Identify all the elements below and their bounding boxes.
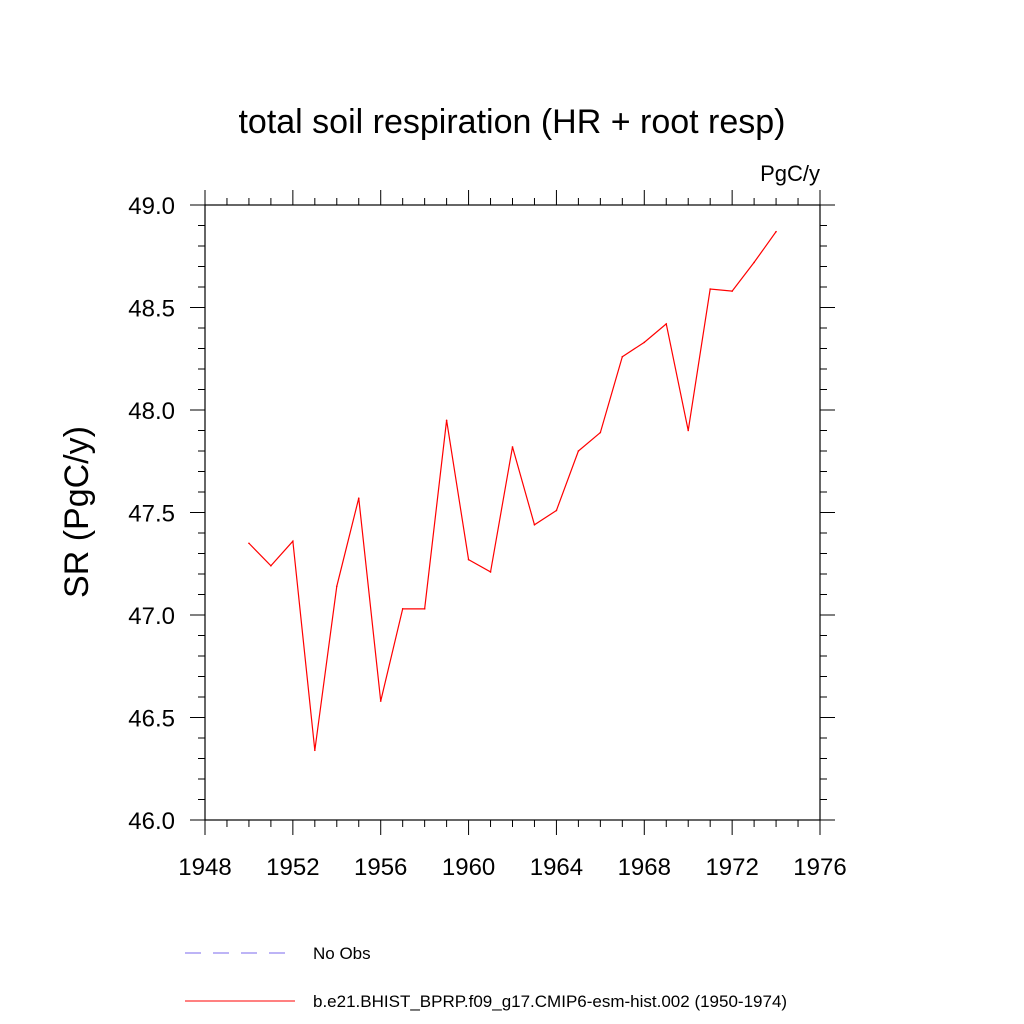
data-point: [270, 565, 272, 567]
data-point: [533, 524, 536, 526]
y-tick-label: 49.0: [128, 193, 175, 220]
data-point: [423, 608, 426, 610]
data-point: [401, 608, 404, 610]
y-axis-label: SR (PgC/y): [58, 426, 96, 598]
data-point: [248, 542, 250, 545]
y-tick-label: 47.0: [128, 603, 175, 630]
axis-tick-labels: 1948 1952 1956 1960 1964 1968 1972 1976 46.0 46.5…: [128, 193, 846, 881]
units-label: PgC/y: [760, 161, 820, 186]
y-tick-label: 46.0: [128, 808, 175, 835]
chart-title: total soil respiration (HR + root resp): [238, 103, 785, 141]
data-point: [292, 540, 294, 542]
data-point: [314, 749, 316, 752]
y-tick-label: 46.5: [128, 706, 175, 733]
y-tick-label: 48.0: [128, 398, 175, 425]
data-point: [511, 446, 514, 448]
axis-ticks: [190, 190, 835, 835]
x-tick-label: 1964: [530, 854, 583, 881]
series-group: [248, 230, 777, 752]
data-point: [687, 429, 690, 432]
data-point: [467, 558, 470, 561]
data-point: [599, 431, 602, 434]
x-tick-label: 1968: [618, 854, 671, 881]
x-tick-label: 1956: [354, 854, 407, 881]
x-tick-label: 1952: [266, 854, 319, 881]
data-point: [577, 450, 580, 452]
legend: No Obs b.e21.BHIST_BPRP.f09_g17.CMIP6-esm…: [185, 944, 787, 1011]
data-point: [643, 341, 646, 344]
x-tick-label: 1960: [442, 854, 495, 881]
plot-frame: [204, 204, 821, 821]
legend-label: No Obs: [313, 944, 371, 963]
y-tick-label: 48.5: [128, 296, 175, 323]
x-tick-label: 1976: [793, 854, 846, 881]
legend-label: b.e21.BHIST_BPRP.f09_g17.CMIP6-esm-hist.…: [313, 992, 787, 1011]
data-point: [335, 585, 338, 588]
data-point: [445, 419, 448, 422]
data-point: [489, 571, 492, 573]
x-tick-label: 1948: [178, 854, 231, 881]
data-point: [379, 700, 382, 702]
data-point: [665, 323, 668, 325]
y-tick-label: 47.5: [128, 501, 175, 528]
x-tick-label: 1972: [705, 854, 758, 881]
data-point: [775, 230, 777, 233]
data-point: [621, 355, 624, 358]
data-point: [731, 290, 733, 292]
data-point: [753, 261, 755, 264]
data-point: [709, 288, 711, 290]
data-point: [555, 509, 558, 512]
series-line: [248, 231, 777, 751]
data-point: [357, 497, 360, 499]
